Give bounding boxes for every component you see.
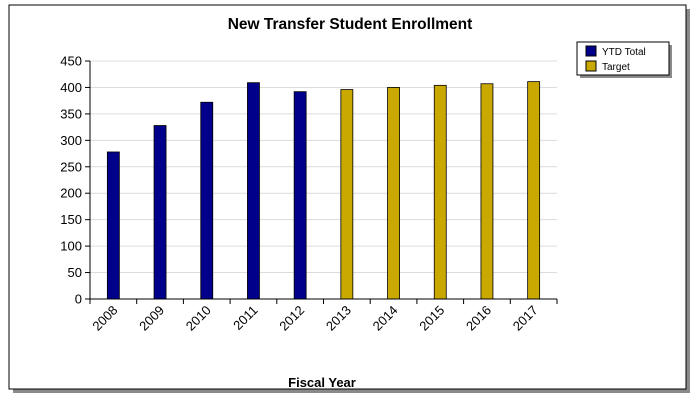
y-tick-label: 0 (75, 292, 82, 307)
y-tick-label: 50 (68, 265, 82, 280)
bar-ytd-total-2011 (247, 82, 260, 300)
bar-ytd-total-2010 (200, 101, 214, 300)
bar-target-2015 (433, 84, 447, 300)
y-tick-label: 200 (60, 186, 82, 201)
y-tick-label: 100 (60, 239, 82, 254)
bars (106, 81, 541, 300)
y-tick-label: 250 (60, 159, 82, 174)
legend-swatch-target (585, 60, 597, 72)
x-axis-label: Fiscal Year (288, 375, 356, 390)
legend: YTD Total Target (576, 41, 672, 78)
bar-target-2016 (480, 83, 494, 300)
y-tick-label: 450 (60, 54, 82, 69)
y-tick-label: 150 (60, 212, 82, 227)
bar-ytd-total-2012 (293, 91, 307, 300)
legend-swatch-ytd-total (585, 45, 597, 57)
y-tick-label: 300 (60, 133, 82, 148)
y-tick-label: 400 (60, 80, 82, 95)
grid-lines (90, 60, 557, 274)
y-axis-ticks: 0 50 100 150 200 250 300 350 400 450 (60, 54, 90, 307)
y-tick-label: 350 (60, 106, 82, 121)
chart-title: New Transfer Student Enrollment (228, 16, 473, 33)
bar-target-2013 (340, 89, 354, 300)
bar-ytd-total-2009 (153, 125, 167, 300)
bar-target-2017 (527, 81, 541, 300)
legend-label-ytd-total: YTD Total (602, 47, 646, 58)
bar-ytd-total-2008 (106, 151, 120, 300)
legend-label-target: Target (602, 62, 630, 73)
bar-target-2014 (387, 87, 400, 300)
